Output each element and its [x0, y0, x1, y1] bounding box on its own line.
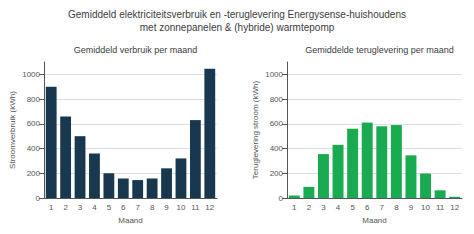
svg-text:8: 8: [150, 203, 155, 212]
svg-text:Gemiddeld elektriciteitsverbru: Gemiddeld elektriciteitsverbruik en -ter…: [68, 9, 406, 20]
svg-text:Stroomverbruik (kWh): Stroomverbruik (kWh): [8, 91, 17, 169]
svg-text:7: 7: [135, 203, 140, 212]
svg-text:400: 400: [270, 144, 284, 153]
svg-text:3: 3: [78, 203, 83, 212]
svg-text:600: 600: [27, 119, 41, 128]
svg-text:0: 0: [279, 194, 284, 203]
svg-text:1000: 1000: [265, 70, 283, 79]
svg-text:800: 800: [270, 95, 284, 104]
svg-text:10: 10: [421, 203, 430, 212]
svg-text:600: 600: [270, 119, 284, 128]
svg-text:10: 10: [177, 203, 186, 212]
svg-text:9: 9: [164, 203, 169, 212]
svg-text:5: 5: [350, 203, 355, 212]
svg-text:800: 800: [27, 95, 41, 104]
svg-text:12: 12: [450, 203, 459, 212]
svg-text:2: 2: [307, 203, 312, 212]
svg-text:200: 200: [270, 169, 284, 178]
svg-text:11: 11: [436, 203, 445, 212]
svg-text:4: 4: [336, 203, 341, 212]
svg-text:7: 7: [380, 203, 385, 212]
svg-text:9: 9: [409, 203, 414, 212]
svg-text:8: 8: [394, 203, 399, 212]
svg-text:1: 1: [49, 203, 54, 212]
svg-text:12: 12: [205, 203, 214, 212]
svg-text:Gemiddeld verbruik per maand: Gemiddeld verbruik per maand: [74, 45, 198, 55]
svg-text:2: 2: [63, 203, 68, 212]
svg-text:6: 6: [365, 203, 370, 212]
svg-text:Gemiddelde teruglevering per m: Gemiddelde teruglevering per maand: [305, 45, 454, 55]
svg-text:11: 11: [191, 203, 200, 212]
svg-text:Maand: Maand: [362, 216, 386, 225]
svg-text:3: 3: [321, 203, 326, 212]
svg-text:0: 0: [36, 194, 41, 203]
svg-text:4: 4: [92, 203, 97, 212]
svg-text:met zonnepanelen & (hybride) w: met zonnepanelen & (hybride) warmtepomp: [140, 22, 335, 33]
svg-text:5: 5: [107, 203, 112, 212]
svg-text:Maand: Maand: [118, 216, 142, 225]
svg-text:Teruglevering stroom (kWh): Teruglevering stroom (kWh): [251, 81, 260, 180]
svg-text:200: 200: [27, 169, 41, 178]
svg-text:1000: 1000: [22, 70, 40, 79]
svg-text:1: 1: [292, 203, 297, 212]
svg-text:6: 6: [121, 203, 126, 212]
svg-text:400: 400: [27, 144, 41, 153]
